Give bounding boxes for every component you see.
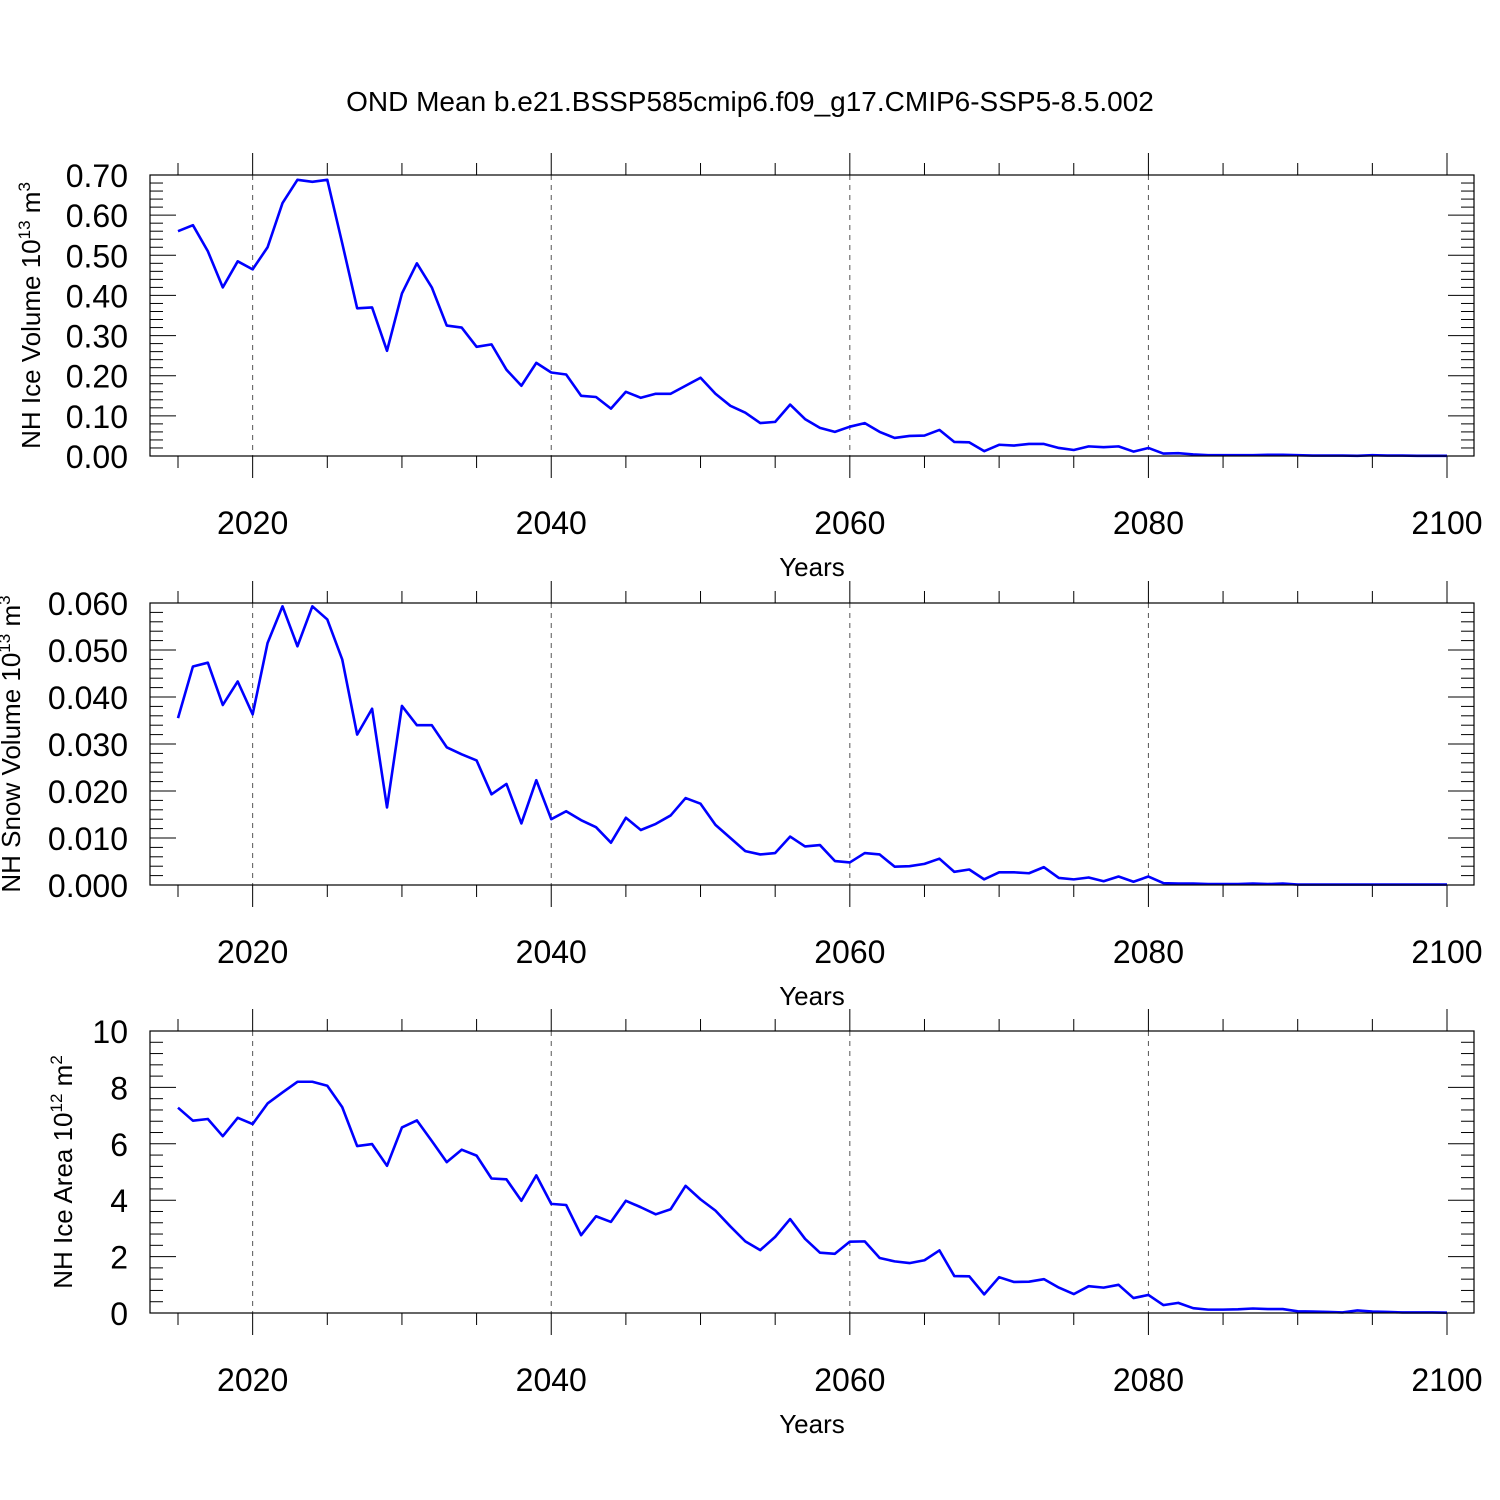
ice-area-y-label-exponent: 12 [47,1094,66,1113]
ice-area-y-label-text: NH Ice Area 10 [48,1112,78,1288]
snow-volume-y-tick-label: 0.000 [48,868,128,904]
ice-volume-y-label-unit-exponent: 3 [15,182,34,191]
snow-volume-grid [252,603,1149,885]
ice-volume-y-tick-label: 0.10 [66,399,128,435]
ice-volume-y-tick-label: 0.20 [66,359,128,395]
snow-volume-x-tick-label: 2060 [814,934,885,970]
ice-area-y-tick-label: 4 [110,1183,128,1219]
snow-volume-x-tick-label: 2020 [217,934,288,970]
snow-volume-x-tick-labels: 2020 2040 2060 2080 2100 [217,934,1483,970]
ice-area-y-tick-label: 2 [110,1240,128,1276]
ice-volume-y-tick-labels: 0.00 0.10 0.20 0.30 0.40 0.50 0.60 0.70 [66,158,128,475]
ice-volume-y-label-exponent: 13 [15,220,34,239]
snow-volume-y-tick-label: 0.020 [48,774,128,810]
ice-volume-y-tick-label: 0.30 [66,319,128,355]
snow-volume-plot-frame [149,602,1475,886]
ice-volume-y-tick-label: 0.00 [66,439,128,475]
snow-volume-y-label-text: NH Snow Volume 10 [0,653,26,893]
ice-volume-y-tick-label: 0.60 [66,198,128,234]
snow-volume-x-tick-label: 2040 [516,934,587,970]
ice-area-y-tick-labels: 0 2 4 6 8 10 [92,1014,128,1332]
ice-volume-y-tick-label: 0.70 [66,158,128,194]
ice-area-panel: 0 2 4 6 8 10 2020 2040 2060 2080 2100 Years NH Ic… [47,1009,1483,1439]
ice-area-y-tick-label: 10 [92,1014,128,1050]
ice-area-ticks [150,1009,1474,1335]
snow-volume-x-tick-label: 2100 [1411,934,1482,970]
ice-volume-y-label-unit: m [16,192,46,214]
ice-area-line [177,1080,1448,1315]
ice-area-x-tick-label: 2080 [1113,1362,1184,1398]
ice-volume-x-tick-label: 2080 [1113,505,1184,541]
snow-volume-x-tick-label: 2080 [1113,934,1184,970]
ice-area-y-label-unit: m [48,1065,78,1087]
ice-volume-y-axis-label: NH Ice Volume 1013 m3 [15,182,46,449]
ice-volume-x-tick-label: 2040 [516,505,587,541]
ice-volume-x-tick-labels: 2020 2040 2060 2080 2100 [217,505,1483,541]
ice-area-x-tick-label: 2060 [814,1362,885,1398]
ice-volume-y-label-space [16,213,46,220]
ice-area-y-axis-label: NH Ice Area 1012 m2 [47,1055,78,1289]
ice-volume-x-tick-label: 2100 [1411,505,1482,541]
ice-volume-x-tick-label: 2020 [217,505,288,541]
ice-area-x-tick-label: 2100 [1411,1362,1482,1398]
ice-area-y-label-space [48,1086,78,1093]
ice-area-plot-frame [149,1030,1475,1314]
ice-area-y-tick-label: 8 [110,1070,128,1106]
snow-volume-y-label-exponent: 13 [0,634,14,653]
ice-volume-line [177,178,1447,458]
snow-volume-y-label-unit: m [0,605,26,627]
ice-volume-y-label-text: NH Ice Volume 10 [16,239,46,449]
ice-area-y-label-unit-exponent: 2 [47,1055,66,1064]
ice-area-x-tick-label: 2020 [217,1362,288,1398]
ice-area-grid [252,1031,1149,1313]
figure-title: OND Mean b.e21.BSSP585cmip6.f09_g17.CMIP… [346,86,1154,117]
snow-volume-y-axis-label: NH Snow Volume 1013 m3 [0,595,26,892]
snow-volume-panel: 0.000 0.010 0.020 0.030 0.040 0.050 0.060 2020… [0,581,1483,1011]
snow-volume-y-tick-label: 0.060 [48,586,128,622]
ice-area-x-tick-labels: 2020 2040 2060 2080 2100 [217,1362,1483,1398]
ice-volume-x-axis-label: Years [779,552,845,582]
snow-volume-y-tick-label: 0.040 [48,680,128,716]
snow-volume-y-label-unit-exponent: 3 [0,595,14,604]
ice-volume-x-tick-label: 2060 [814,505,885,541]
snow-volume-y-label-space [0,627,26,634]
ice-volume-y-tick-label: 0.40 [66,278,128,314]
snow-volume-y-tick-label: 0.030 [48,727,128,763]
snow-volume-y-tick-labels: 0.000 0.010 0.020 0.030 0.040 0.050 0.060 [48,586,128,904]
ice-area-x-tick-label: 2040 [516,1362,587,1398]
snow-volume-y-tick-label: 0.010 [48,821,128,857]
ice-volume-panel: 0.00 0.10 0.20 0.30 0.40 0.50 0.60 0.70 2020 204… [15,153,1483,582]
ice-volume-grid [252,175,1149,456]
snow-volume-ticks [150,581,1474,907]
ice-area-x-axis-label: Years [779,1409,845,1439]
snow-volume-line [176,604,1447,886]
ice-area-y-tick-label: 6 [110,1127,128,1163]
ice-volume-plot-frame [149,174,1475,457]
snow-volume-y-tick-label: 0.050 [48,633,128,669]
snow-volume-x-axis-label: Years [779,981,845,1011]
ice-area-y-tick-label: 0 [110,1296,128,1332]
ice-volume-y-tick-label: 0.50 [66,238,128,274]
